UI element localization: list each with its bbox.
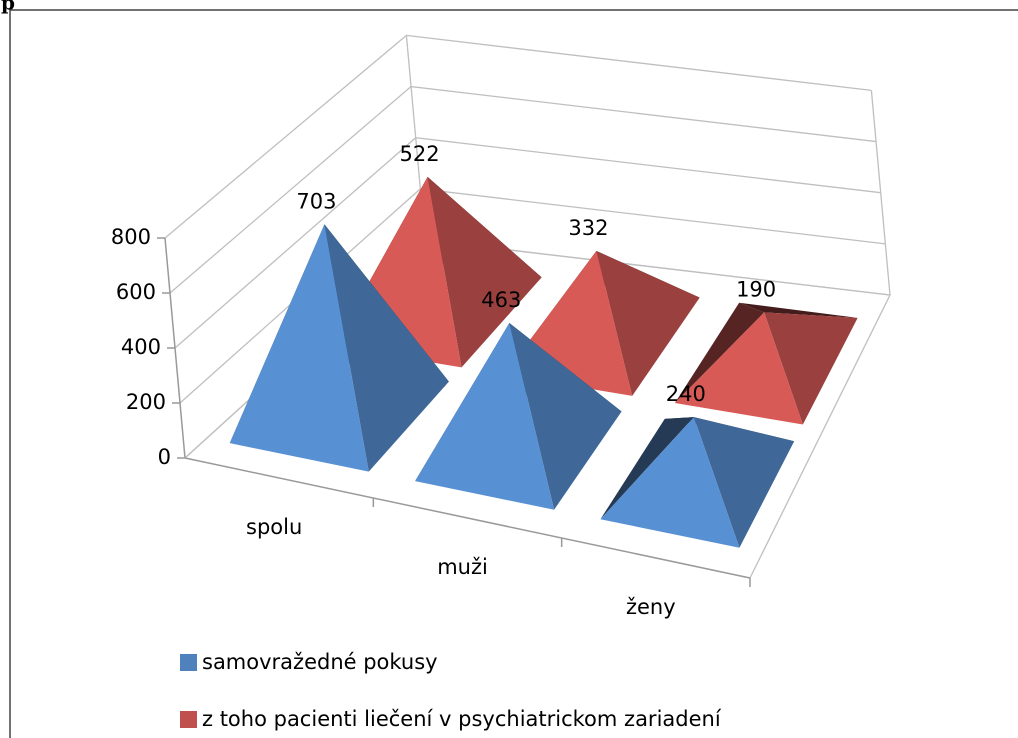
data-label: 463 (481, 288, 521, 312)
pyramid-face (764, 312, 858, 425)
legend-label: samovražedné pokusy (202, 650, 438, 674)
pyramid-face (600, 417, 740, 548)
pyramid-face (674, 302, 765, 404)
pyramid-face (415, 323, 555, 510)
data-label: 240 (666, 382, 706, 406)
pyramid-face (693, 417, 795, 548)
pyramid-face (509, 323, 622, 510)
pyramid-face (324, 224, 449, 472)
x-tick-label: spolu (246, 515, 302, 539)
pyramid-face (739, 302, 858, 318)
data-label: 703 (296, 189, 336, 213)
legend-swatch (180, 711, 197, 728)
pyramid (600, 417, 795, 548)
y-tick-label: 600 (116, 280, 156, 304)
pyramid (415, 323, 622, 510)
y-tick-label: 800 (111, 225, 151, 249)
pyramid (229, 224, 449, 472)
y-tick-label: 0 (158, 445, 171, 469)
y-axis (164, 237, 186, 459)
pyramid-face (427, 176, 542, 368)
x-tick-label: ženy (626, 595, 676, 619)
pyramid-face (229, 224, 369, 472)
grid-line (164, 34, 872, 239)
pyramid (674, 302, 858, 425)
pyramid-face (596, 250, 700, 396)
x-tick-label: muži (437, 555, 488, 579)
y-tick-label: 200 (126, 390, 166, 414)
data-label: 190 (736, 277, 776, 301)
pyramid-face (674, 312, 803, 425)
heading: p (1, 0, 15, 15)
data-label: 332 (568, 216, 608, 240)
legend-label: z toho pacienti liečení v psychiatrickom… (202, 707, 722, 731)
x-axis (184, 457, 751, 579)
data-label: 522 (400, 142, 440, 166)
right-wall-edge (870, 90, 891, 296)
legend-swatch (180, 654, 197, 671)
y-tick-label: 400 (121, 335, 161, 359)
pyramid-face (600, 417, 694, 520)
